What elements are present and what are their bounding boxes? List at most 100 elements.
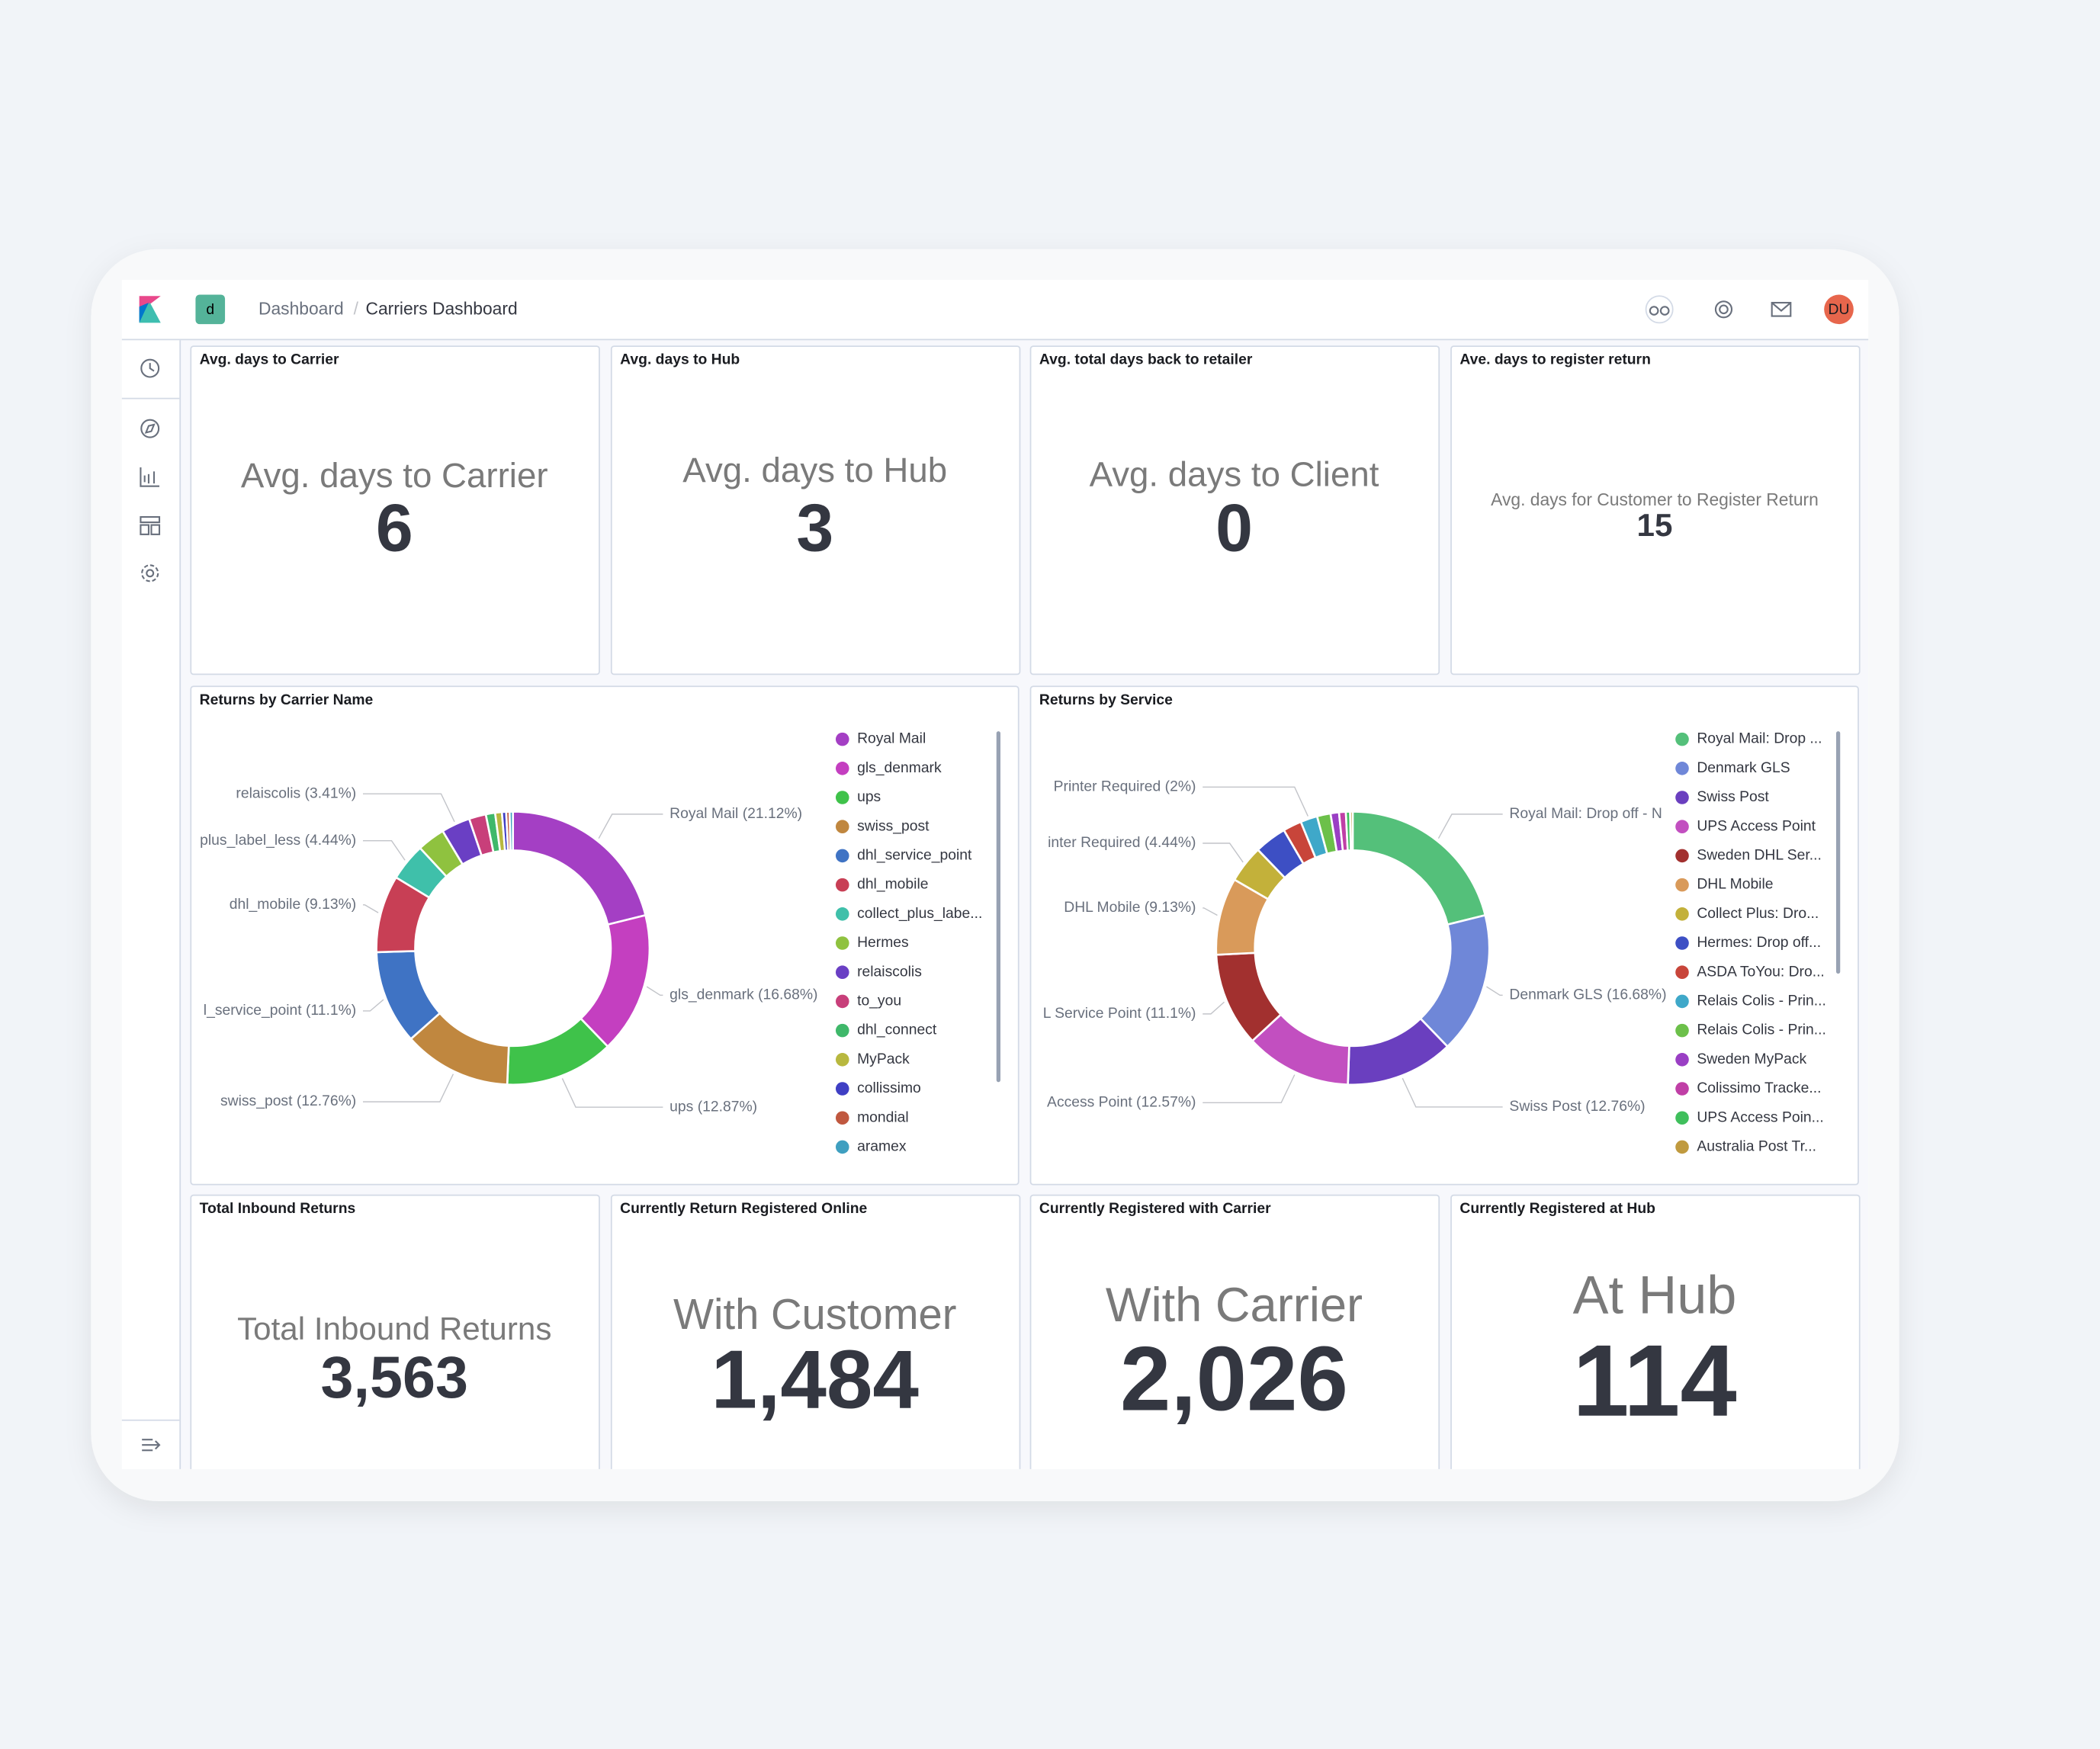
legend-entry[interactable]: UPS Access Poin... [1697, 1109, 1823, 1125]
panel-title: Currently Registered with Carrier [1039, 1201, 1271, 1217]
mail-icon[interactable] [1771, 301, 1792, 317]
legend-swatch [1675, 820, 1689, 833]
panel-title: Avg. total days back to retailer [1039, 352, 1253, 368]
legend-entry[interactable]: aramex [857, 1139, 907, 1155]
slice-label: gls_denmark (16.68%) [669, 987, 817, 1003]
legend-entry[interactable]: Denmark GLS [1697, 760, 1790, 776]
legend-scrollbar [1835, 731, 1841, 974]
legend-entry[interactable]: relaiscolis [857, 964, 922, 980]
chart-area: Royal Mail (21.12%) gls_denmark (16.68%) u… [200, 731, 982, 1155]
leader-line [646, 986, 663, 996]
legend-swatch [835, 907, 849, 921]
legend-entry[interactable]: UPS Access Point [1697, 818, 1816, 834]
avatar[interactable] [1824, 294, 1854, 325]
slice-label: inter Required (4.44%) [1048, 835, 1196, 851]
sidebar-icon[interactable] [140, 467, 160, 487]
legend-swatch [835, 965, 849, 979]
metric-caption: Avg. days to Client [1090, 454, 1379, 493]
leader-line [1402, 1077, 1503, 1108]
legend-entry[interactable]: dhl_connect [857, 1022, 937, 1038]
legend-swatch [835, 762, 849, 775]
metric-caption: Avg. days for Customer to Register Retur… [1491, 489, 1819, 509]
legend-entry[interactable]: Swiss Post [1697, 789, 1769, 805]
help-icon[interactable] [1714, 300, 1733, 319]
metric-caption: With Carrier [1106, 1279, 1363, 1332]
legend-entry[interactable]: to_you [857, 993, 901, 1009]
legend-entry[interactable]: Australia Post Tr... [1697, 1139, 1816, 1155]
metric-value: 6 [376, 490, 413, 565]
metric-caption: Avg. days to Carrier [241, 456, 548, 495]
breadcrumb-current: Carriers Dashboard [365, 299, 517, 319]
legend-entry[interactable]: ups [857, 789, 881, 805]
slice-label: dhl_mobile (9.13%) [230, 897, 356, 913]
sidebar-icon[interactable] [140, 358, 160, 378]
legend-entry[interactable]: Royal Mail [857, 731, 926, 747]
legend-entry[interactable]: Colissimo Tracke... [1697, 1080, 1821, 1096]
sidebar-icon[interactable] [140, 419, 160, 438]
legend-entry[interactable]: Collect Plus: Dro... [1697, 906, 1819, 922]
metric-caption: Total Inbound Returns [237, 1311, 551, 1346]
slice-label: ups (12.87%) [669, 1099, 757, 1115]
leader-line [1437, 814, 1503, 839]
legend-entry[interactable]: Sweden MyPack [1697, 1051, 1806, 1067]
metric-caption: With Customer [673, 1290, 957, 1338]
metric-value: 15 [1637, 507, 1673, 543]
breadcrumb[interactable]: Dashboard [258, 299, 344, 319]
slice-label: swiss_post (12.76%) [220, 1093, 356, 1109]
leader-line [362, 793, 455, 823]
space-badge[interactable] [195, 294, 226, 325]
legend-entry[interactable]: Relais Colis - Prin... [1697, 1022, 1826, 1038]
legend-swatch [835, 1140, 849, 1154]
legend-entry[interactable]: ASDA ToYou: Dro... [1697, 964, 1824, 980]
legend-swatch [835, 791, 849, 804]
panel-title: Returns by Service [1039, 692, 1173, 708]
legend-entry[interactable]: MyPack [857, 1051, 910, 1067]
panel [190, 685, 1019, 1186]
slice-label: Printer Required (2%) [1054, 778, 1196, 794]
slice-label: Royal Mail: Drop off - N [1509, 806, 1662, 822]
metric-value: 1,484 [711, 1333, 919, 1426]
legend-entry[interactable]: Hermes [857, 935, 909, 951]
slice-label: L Service Point (11.1%) [1043, 1006, 1196, 1022]
sidebar-icon[interactable] [140, 515, 161, 535]
legend-swatch [1675, 994, 1689, 1009]
header-icon[interactable] [1645, 295, 1674, 324]
legend-entry[interactable]: mondial [857, 1109, 909, 1125]
donut-slice [1349, 810, 1354, 852]
slice-label: Royal Mail (21.12%) [669, 806, 802, 822]
slice-label: Access Point (12.57%) [1047, 1094, 1196, 1110]
legend-entry[interactable]: DHL Mobile [1697, 877, 1773, 893]
panel [610, 1194, 1021, 1469]
legend-entry[interactable]: collissimo [857, 1080, 921, 1096]
legend-swatch [1675, 1082, 1689, 1096]
legend-swatch [1675, 849, 1689, 863]
breadcrumb-separator: / [354, 299, 359, 319]
legend-scrollbar [996, 731, 1001, 1083]
legend-entry[interactable]: Sweden DHL Ser... [1697, 848, 1822, 864]
panel [1029, 1194, 1440, 1469]
legend-swatch [835, 1053, 849, 1067]
leader-line [1486, 986, 1503, 996]
sidebar-icon[interactable] [141, 564, 159, 582]
legend-entry[interactable]: Relais Colis - Prin... [1697, 993, 1826, 1009]
legend-entry[interactable]: dhl_service_point [857, 848, 972, 864]
panel [190, 345, 600, 676]
panel [610, 345, 1021, 676]
legend-swatch [835, 1082, 849, 1096]
logo [139, 296, 161, 323]
legend-swatch [835, 1111, 849, 1125]
legend-entry[interactable]: collect_plus_labe... [857, 906, 982, 922]
legend-entry[interactable]: Royal Mail: Drop ... [1697, 731, 1822, 747]
legend-entry[interactable]: swiss_post [857, 818, 930, 834]
panel-title: Returns by Carrier Name [200, 692, 374, 708]
legend-entry[interactable]: dhl_mobile [857, 877, 928, 893]
panel-title: Currently Return Registered Online [620, 1201, 867, 1217]
panels: Avg. days to Carrier Avg. days to Carrier… [190, 345, 1861, 1469]
legend-entry[interactable]: Hermes: Drop off... [1697, 935, 1821, 951]
panel-title: Total Inbound Returns [200, 1201, 356, 1217]
legend-entry[interactable]: gls_denmark [857, 760, 942, 776]
legend-swatch [1675, 1053, 1689, 1067]
leader-line [1203, 1074, 1296, 1104]
panel [190, 1194, 600, 1469]
collapse-icon[interactable] [142, 1439, 161, 1452]
